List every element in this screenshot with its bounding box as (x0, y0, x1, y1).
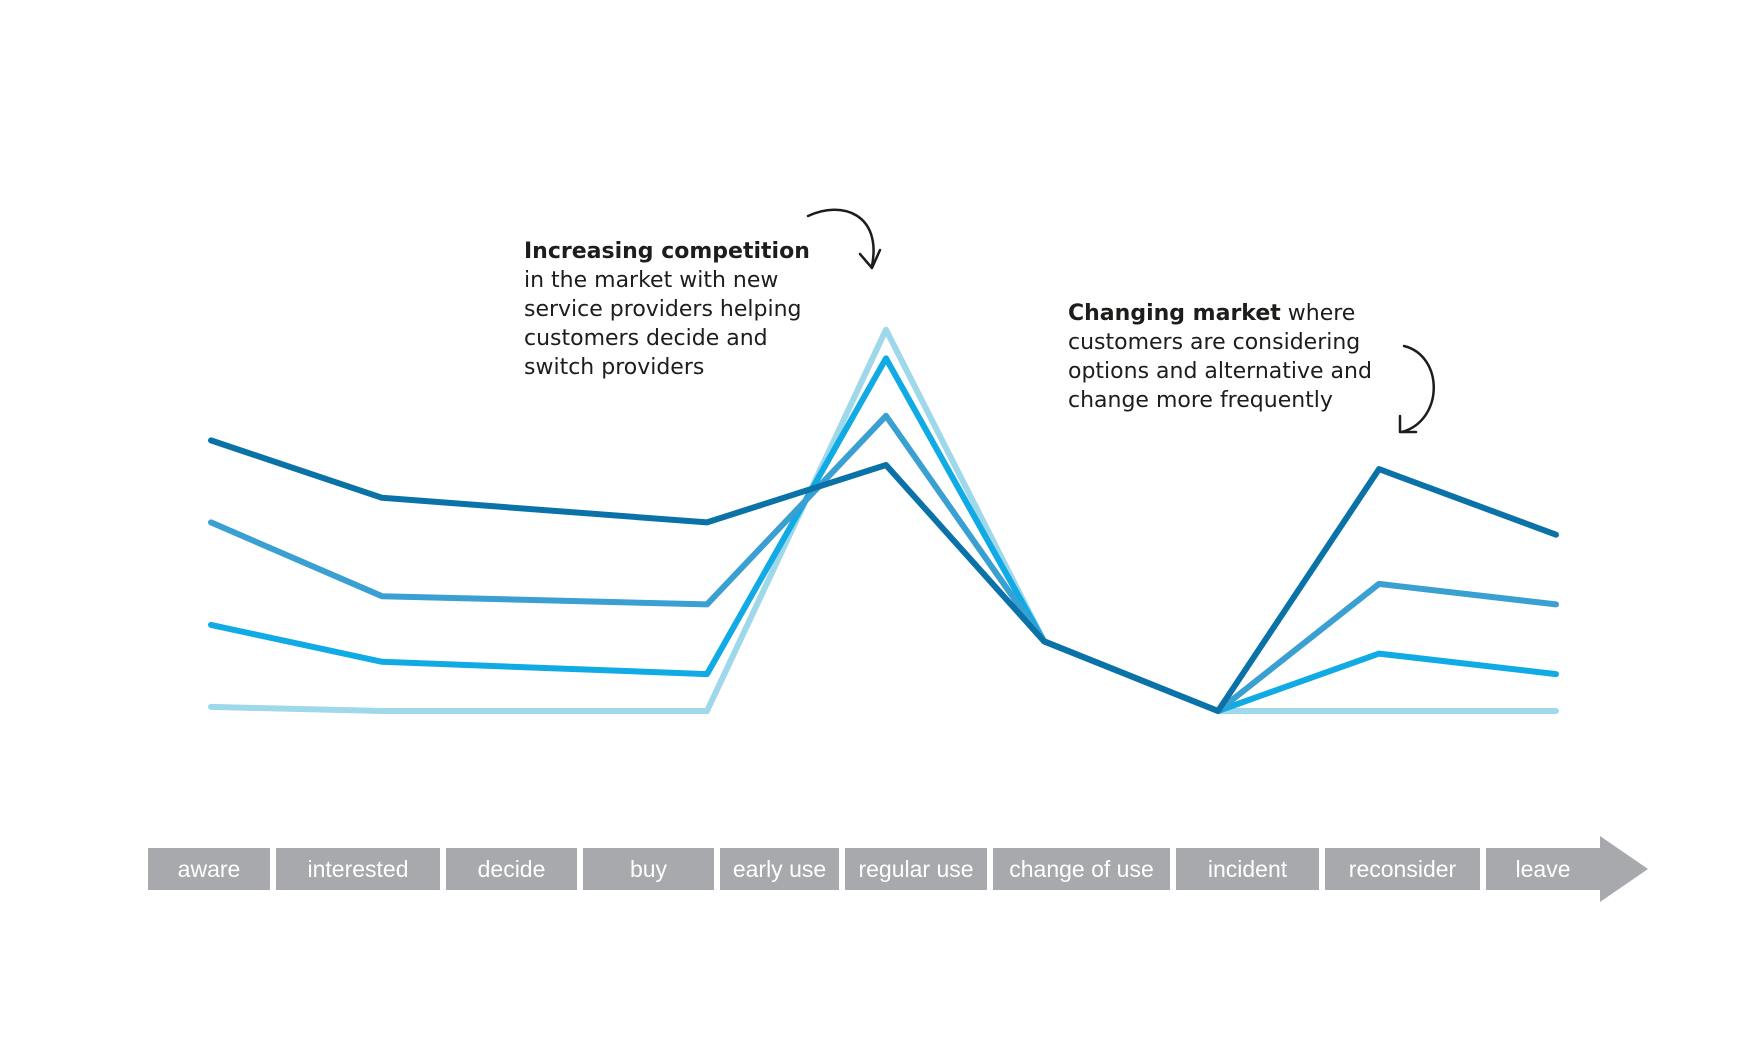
stage-box (583, 848, 714, 890)
stage-box (1176, 848, 1319, 890)
axis-arrow-head (1600, 836, 1648, 902)
stage-label: decide (478, 856, 546, 882)
annotation-line: service providers helping (524, 297, 802, 322)
stage-box (276, 848, 440, 890)
annotation-line: change more frequently (1068, 388, 1333, 413)
annotation-line: customers are considering (1068, 330, 1361, 355)
stage-label: reconsider (1349, 856, 1457, 882)
annotation-increasing-competition: Increasing competition in the market wit… (524, 237, 810, 382)
arrowhead-icon (858, 248, 882, 270)
annotation-line: switch providers (524, 355, 705, 380)
curved-arrow-icon (806, 208, 875, 268)
stage-label: change of use (1009, 856, 1154, 882)
stage-box (148, 848, 270, 890)
series-line-3 (208, 355, 1559, 714)
series-line-4 (208, 326, 1559, 714)
stage-box (993, 848, 1170, 890)
stage-axis: aware interested decide buy early use regular… (148, 836, 1648, 902)
annotation-bold: Increasing competition (524, 239, 810, 264)
annotation-line: customers decide and (524, 326, 768, 351)
annotation-rest: where (1280, 301, 1356, 326)
stage-label: aware (178, 856, 241, 882)
stage-label: buy (630, 856, 668, 882)
stage-label: leave (1516, 856, 1571, 882)
curved-arrow-icon (1400, 344, 1435, 434)
stage-label: incident (1208, 856, 1288, 882)
stage-box (1486, 848, 1600, 890)
arrowhead-icon (1398, 414, 1418, 434)
stage-label: early use (733, 856, 826, 882)
stage-label: regular use (858, 856, 973, 882)
series-lines (208, 326, 1559, 714)
stage-box (720, 848, 839, 890)
stage-label: interested (307, 856, 408, 882)
series-line-1 (208, 437, 1559, 714)
annotation-changing-market: Changing market where customers are cons… (1068, 299, 1372, 415)
stage-box (446, 848, 577, 890)
annotation-line: in the market with new (524, 268, 779, 293)
annotation-bold: Changing market (1068, 301, 1281, 326)
annotation-line: options and alternative and (1068, 359, 1372, 384)
stage-box (1325, 848, 1480, 890)
annotation-arrows (806, 208, 1435, 434)
series-line-2 (208, 412, 1559, 714)
stage-box (845, 848, 987, 890)
